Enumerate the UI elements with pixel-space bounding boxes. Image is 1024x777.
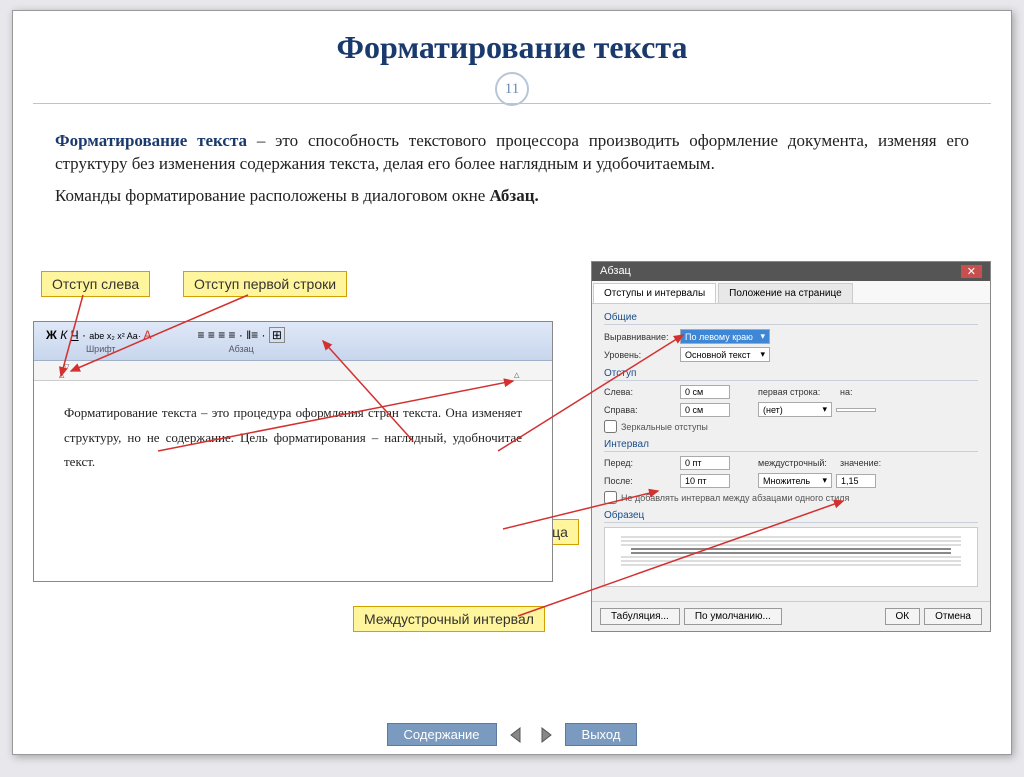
section-sample: Образец: [604, 510, 978, 523]
sample-preview: [604, 527, 978, 587]
cancel-button[interactable]: Отмена: [924, 608, 982, 625]
section-indent: Отступ: [604, 368, 978, 381]
ok-button[interactable]: ОК: [885, 608, 921, 625]
level-select[interactable]: Основной текст▾: [680, 347, 770, 362]
paragraph-dialog: Абзац ✕ Отступы и интервалы Положение на…: [591, 261, 991, 632]
slide-title: Форматирование текста: [13, 11, 1011, 72]
exit-button[interactable]: Выход: [565, 723, 638, 746]
contents-button[interactable]: Содержание: [387, 723, 497, 746]
level-label: Уровень:: [604, 350, 676, 360]
sub-bold: Абзац.: [490, 186, 539, 205]
callout-left-indent: Отступ слева: [41, 271, 150, 297]
before-label: Перед:: [604, 458, 676, 468]
prev-button[interactable]: [505, 723, 527, 746]
after-label: После:: [604, 476, 676, 486]
noadd-checkbox[interactable]: [604, 491, 617, 504]
line-select[interactable]: Множитель▾: [758, 473, 832, 488]
ribbon-font-label: Шрифт: [46, 344, 156, 354]
word-ruler: ▽ △ △: [34, 361, 552, 381]
next-button[interactable]: [535, 723, 557, 746]
section-interval: Интервал: [604, 439, 978, 452]
mirror-label: Зеркальные отступы: [621, 422, 708, 432]
word-ribbon: Ж К Ч · abe x₂ x² Aa· A· Шрифт ≡ ≡ ≡ ≡ ·…: [34, 322, 552, 361]
noadd-label: Не добавлять интервал между абзацами одн…: [621, 493, 849, 503]
intro-bold: Форматирование текста: [55, 131, 247, 150]
ribbon-para-label: Абзац: [198, 344, 285, 354]
firstline-label: первая строка:: [758, 387, 836, 397]
close-icon[interactable]: ✕: [961, 265, 982, 278]
firstline-on-input[interactable]: [836, 408, 876, 412]
mirror-checkbox[interactable]: [604, 420, 617, 433]
page-number-badge: 11: [495, 72, 529, 106]
tabulation-button[interactable]: Табуляция...: [600, 608, 680, 625]
callout-firstline: Отступ первой строки: [183, 271, 347, 297]
align-select[interactable]: По левому краю▾: [680, 329, 770, 344]
firstline-select[interactable]: (нет)▾: [758, 402, 832, 417]
line-label: междустрочный:: [758, 458, 836, 468]
indent-left-label: Слева:: [604, 387, 676, 397]
align-label: Выравнивание:: [604, 332, 676, 342]
indent-left-input[interactable]: 0 см: [680, 385, 730, 399]
on-label: на:: [840, 387, 870, 397]
value-label: значение:: [840, 458, 884, 468]
tab-indents[interactable]: Отступы и интервалы: [593, 283, 716, 303]
word-screenshot: Ж К Ч · abe x₂ x² Aa· A· Шрифт ≡ ≡ ≡ ≡ ·…: [33, 321, 553, 582]
indent-right-label: Справа:: [604, 405, 676, 415]
before-input[interactable]: 0 пт: [680, 456, 730, 470]
tab-position[interactable]: Положение на странице: [718, 283, 852, 303]
sub-paragraph: Команды форматирование расположены в диа…: [13, 182, 1011, 216]
dialog-title-text: Абзац: [600, 265, 631, 278]
line-value-input[interactable]: 1,15: [836, 474, 876, 488]
indent-right-input[interactable]: 0 см: [680, 403, 730, 417]
section-general: Общие: [604, 312, 978, 325]
sub-text: Команды форматирование расположены в диа…: [55, 186, 490, 205]
word-doc-text: Форматирование текста – это процедура оф…: [34, 381, 552, 581]
default-button[interactable]: По умолчанию...: [684, 608, 782, 625]
after-input[interactable]: 10 пт: [680, 474, 730, 488]
dialog-titlebar: Абзац ✕: [592, 262, 990, 281]
callout-linespace: Междустрочный интервал: [353, 606, 545, 632]
divider: [33, 103, 991, 104]
intro-paragraph: Форматирование текста – это способность …: [13, 106, 1011, 182]
